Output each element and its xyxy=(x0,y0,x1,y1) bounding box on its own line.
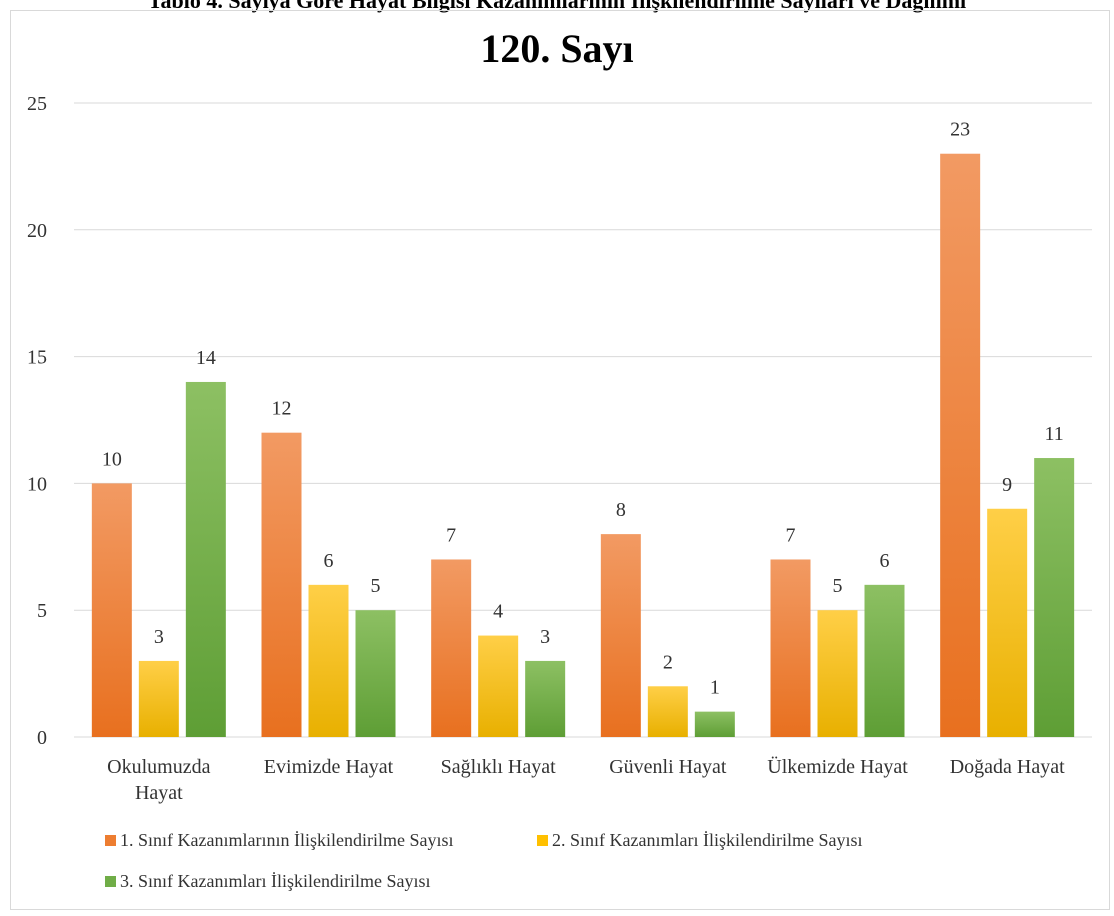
bar-series-2 xyxy=(647,686,688,737)
data-label: 1 xyxy=(710,677,720,699)
data-label: 8 xyxy=(616,499,626,521)
bar-series-3 xyxy=(355,610,396,737)
data-label: 9 xyxy=(1002,474,1012,496)
bar-series-2 xyxy=(308,584,349,737)
data-label: 4 xyxy=(493,601,503,623)
x-tick-label: Doğada Hayat xyxy=(950,756,1065,778)
bars xyxy=(91,153,1075,738)
chart-frame xyxy=(10,10,1110,910)
y-tick-label: 10 xyxy=(27,473,47,495)
data-label: 7 xyxy=(786,524,796,546)
data-label: 11 xyxy=(1045,423,1064,445)
bar-series-1 xyxy=(91,483,132,737)
data-label: 7 xyxy=(446,524,456,546)
bar-series-3 xyxy=(525,660,566,737)
x-tick-label: Okulumuzda xyxy=(107,756,210,778)
bar-series-2 xyxy=(138,660,179,737)
x-tick-label: Güvenli Hayat xyxy=(609,756,727,778)
data-label: 14 xyxy=(196,347,216,369)
data-label: 3 xyxy=(154,626,164,648)
bar-series-2 xyxy=(478,635,519,737)
bar-series-1 xyxy=(431,559,472,737)
data-label: 5 xyxy=(833,575,843,597)
x-axis-ticks: Okulumuzda Hayat Evimizde Hayat Sağlıklı Ha… xyxy=(107,755,1065,804)
data-label: 5 xyxy=(371,575,381,597)
bar-series-1 xyxy=(261,432,302,737)
clipped-caption-text: Tablo 4. Sayıya Göre Hayat Bilgisi Kazan… xyxy=(147,0,967,13)
x-tick-label: Ülkemizde Hayat xyxy=(767,755,908,778)
data-label: 2 xyxy=(663,651,673,673)
x-tick-label: Sağlıklı Hayat xyxy=(441,756,556,778)
data-label: 6 xyxy=(324,550,334,572)
chart-title: 120. Sayı xyxy=(480,26,633,71)
y-tick-label: 25 xyxy=(27,93,47,115)
bar-series-3 xyxy=(185,381,226,737)
bar-series-1 xyxy=(940,153,981,738)
bar-series-3 xyxy=(1034,458,1075,737)
y-tick-label: 15 xyxy=(27,347,47,369)
gridlines xyxy=(74,102,1092,738)
data-labels: 10 3 14 12 6 5 7 4 3 8 2 1 7 5 6 23 9 11 xyxy=(102,119,1064,699)
data-label: 23 xyxy=(950,119,970,141)
y-tick-label: 0 xyxy=(37,727,47,749)
data-label: 10 xyxy=(102,448,122,470)
bar-series-2 xyxy=(817,610,858,737)
x-tick-label: Hayat xyxy=(135,782,183,804)
data-label: 6 xyxy=(880,550,890,572)
bar-series-3 xyxy=(864,584,905,737)
y-axis-ticks: 0 5 10 15 20 25 xyxy=(27,93,47,749)
y-tick-label: 20 xyxy=(27,220,47,242)
bar-series-1 xyxy=(600,534,641,737)
bar-series-2 xyxy=(987,508,1028,737)
bar-series-3 xyxy=(694,711,735,737)
y-tick-label: 5 xyxy=(37,600,47,622)
bar-series-1 xyxy=(770,559,811,737)
data-label: 3 xyxy=(540,626,550,648)
x-tick-label: Evimizde Hayat xyxy=(264,756,394,778)
data-label: 12 xyxy=(272,398,292,420)
